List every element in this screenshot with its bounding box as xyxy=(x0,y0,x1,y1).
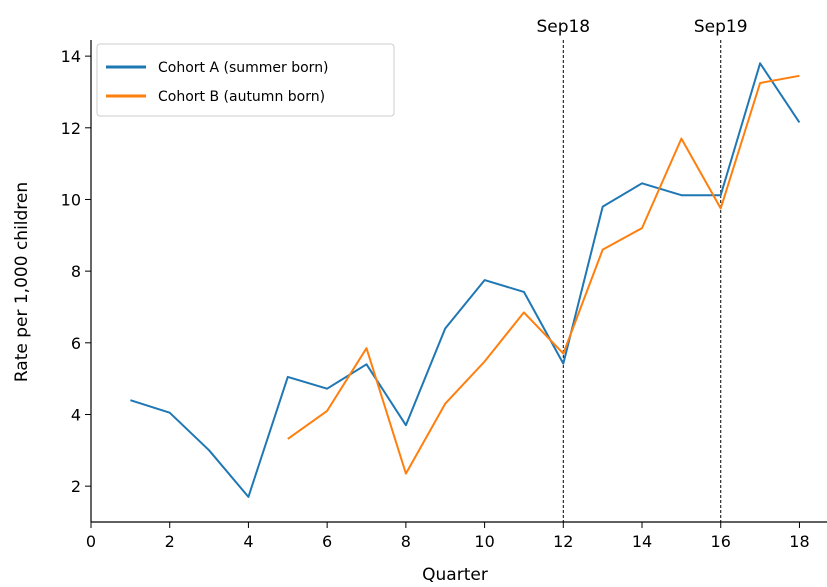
y-tick-label: 2 xyxy=(71,477,81,496)
x-tick-label: 4 xyxy=(243,532,253,551)
x-tick-label: 8 xyxy=(401,532,411,551)
legend-label-cohort-a: Cohort A (summer born) xyxy=(158,60,329,76)
y-tick-label: 12 xyxy=(61,119,81,138)
series-lines xyxy=(130,62,801,498)
series-line-cohort-b xyxy=(287,74,800,475)
y-tick-label: 14 xyxy=(61,47,81,66)
x-tick-label: 6 xyxy=(322,532,332,551)
x-axis-label: Quarter xyxy=(422,565,488,585)
axes: 0 2 4 6 8 10 12 14 16 18 2 4 6 8 10 12 14 xyxy=(61,40,827,551)
y-tick-label: 4 xyxy=(71,405,81,424)
y-axis-label: Rate per 1,000 children xyxy=(12,182,32,382)
plot-background xyxy=(91,40,827,522)
legend: Cohort A (summer born) Cohort B (autumn … xyxy=(96,43,395,117)
y-tick-label: 10 xyxy=(61,190,81,209)
legend-label-cohort-b: Cohort B (autumn born) xyxy=(158,89,325,105)
vertical-markers: Sep18 Sep19 xyxy=(536,17,748,522)
x-tick-label: 10 xyxy=(474,532,494,551)
legend-box xyxy=(96,43,395,117)
x-tick-label: 0 xyxy=(86,532,96,551)
x-tick-label: 14 xyxy=(632,532,652,551)
x-tick-label: 16 xyxy=(711,532,731,551)
x-tick-label: 2 xyxy=(165,532,175,551)
vline-label-sep18: Sep18 xyxy=(536,17,590,37)
x-tick-label: 12 xyxy=(553,532,573,551)
vline-label-sep19: Sep19 xyxy=(694,17,748,37)
plot-area xyxy=(91,40,827,522)
y-tick-label: 8 xyxy=(71,262,81,281)
y-tick-label: 6 xyxy=(71,334,81,353)
series-line-cohort-a xyxy=(130,62,801,498)
x-tick-label: 18 xyxy=(789,532,809,551)
